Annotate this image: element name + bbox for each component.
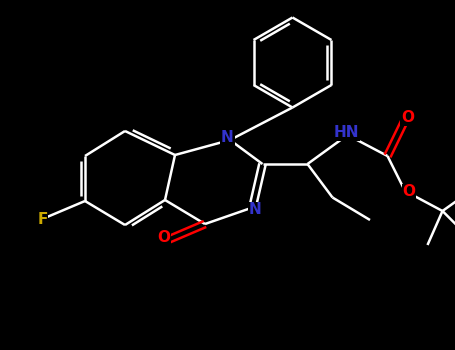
Text: HN: HN: [334, 125, 359, 140]
Text: N: N: [221, 130, 234, 145]
Text: O: O: [403, 184, 415, 200]
Text: F: F: [37, 211, 48, 226]
Text: N: N: [248, 203, 261, 217]
Text: O: O: [401, 110, 414, 125]
Text: O: O: [157, 230, 170, 245]
